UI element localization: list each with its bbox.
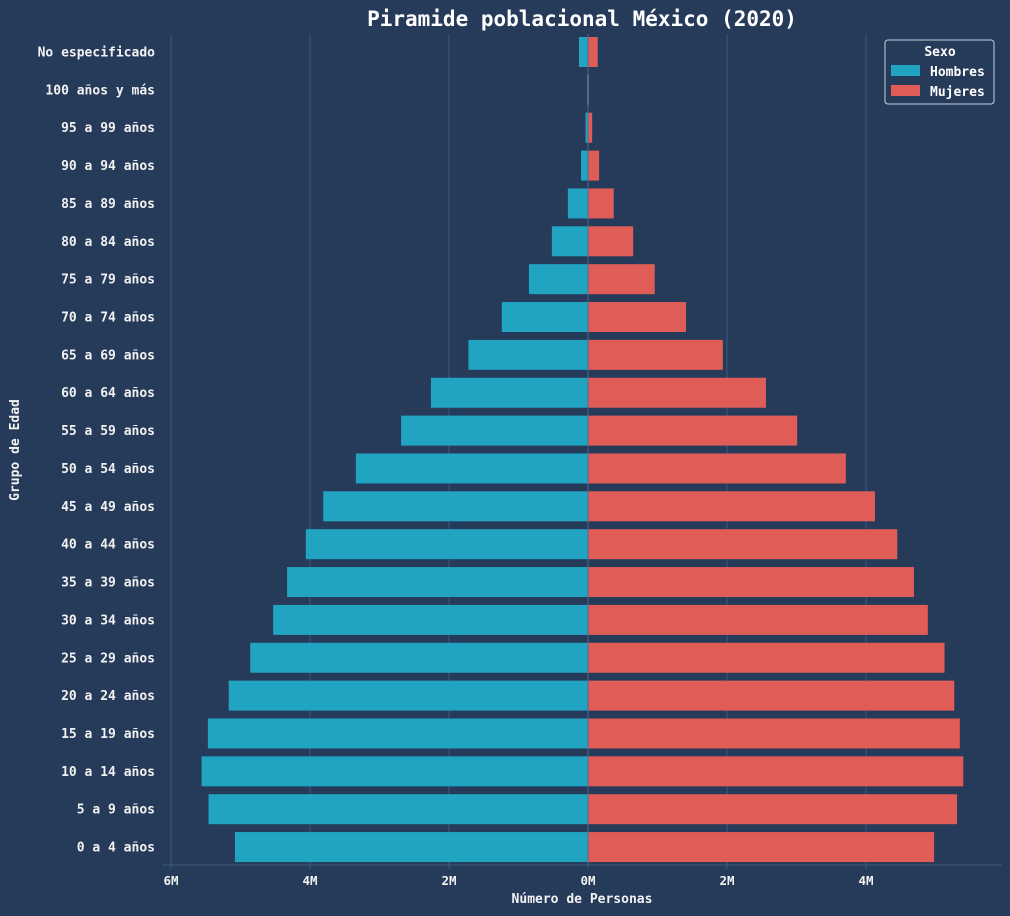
bar-hombres	[305, 529, 588, 560]
bar-mujeres	[588, 377, 766, 408]
y-tick-label: No especificado	[38, 46, 156, 61]
bar-hombres	[581, 150, 588, 181]
bar-mujeres	[588, 794, 958, 825]
chart-title: Piramide poblacional México (2020)	[367, 7, 797, 31]
bar-hombres	[551, 226, 588, 257]
legend-title: Sexo	[924, 45, 955, 60]
bar-hombres	[323, 491, 588, 522]
legend-label-mujeres: Mujeres	[930, 85, 985, 100]
bar-mujeres	[588, 188, 614, 219]
bar-mujeres	[588, 339, 723, 370]
bar-hombres	[234, 832, 588, 863]
bar-mujeres	[588, 453, 846, 484]
x-axis-title: Número de Personas	[512, 892, 653, 907]
x-tick-label: 4M	[858, 873, 873, 888]
y-tick-label: 75 a 79 años	[61, 273, 155, 288]
bar-mujeres	[588, 718, 960, 749]
y-axis-title: Grupo de Edad	[8, 399, 23, 501]
bar-hombres	[578, 37, 588, 67]
y-tick-label: 90 a 94 años	[61, 159, 155, 174]
bar-mujeres	[588, 415, 798, 446]
bar-mujeres	[588, 529, 898, 560]
bar-hombres	[528, 264, 588, 295]
bar-hombres	[250, 642, 589, 673]
bar-hombres	[401, 415, 588, 446]
bar-hombres	[501, 302, 588, 333]
y-tick-label: 0 a 4 años	[77, 841, 155, 856]
bar-mujeres	[588, 491, 876, 522]
legend-swatch-mujeres	[891, 85, 920, 96]
y-tick-label: 35 a 39 años	[61, 576, 155, 591]
bar-mujeres	[588, 37, 598, 67]
x-tick-label: 2M	[441, 873, 456, 888]
y-tick-label: 85 a 89 años	[61, 197, 155, 212]
bar-hombres	[201, 756, 588, 787]
bar-mujeres	[588, 642, 945, 673]
bar-mujeres	[588, 112, 593, 143]
y-tick-label: 100 años y más	[45, 83, 155, 98]
legend: Sexo Hombres Mujeres	[884, 39, 995, 105]
bar-hombres	[287, 567, 588, 598]
y-tick-label: 15 a 19 años	[61, 727, 155, 742]
y-tick-label: 45 a 49 años	[61, 500, 155, 515]
y-axis-tick-labels: No especificado 100 años y más 95 a 99 año…	[38, 46, 156, 856]
y-tick-label: 70 a 74 años	[61, 311, 155, 326]
y-tick-label: 55 a 59 años	[61, 424, 155, 439]
y-tick-label: 5 a 9 años	[77, 803, 155, 818]
bar-hombres	[355, 453, 588, 484]
legend-swatch-hombres	[891, 65, 920, 76]
y-tick-label: 60 a 64 años	[61, 386, 155, 401]
bar-hombres	[585, 112, 588, 143]
bar-mujeres	[588, 567, 914, 598]
bar-hombres	[273, 604, 588, 635]
x-axis-tick-labels: 6M 4M 2M 0M 2M 4M	[163, 865, 874, 888]
bar-mujeres	[588, 226, 634, 257]
y-tick-label: 95 a 99 años	[61, 121, 155, 136]
y-tick-label: 80 a 84 años	[61, 235, 155, 250]
bars	[201, 37, 964, 863]
y-tick-label: 20 a 24 años	[61, 689, 155, 704]
bar-mujeres	[588, 150, 600, 181]
bar-hombres	[567, 188, 588, 219]
x-tick-label: 6M	[163, 873, 178, 888]
x-tick-label: 4M	[302, 873, 317, 888]
bar-mujeres	[588, 604, 928, 635]
bar-mujeres	[588, 302, 686, 333]
bar-mujeres	[588, 680, 955, 711]
bar-mujeres	[588, 832, 935, 863]
y-tick-label: 40 a 44 años	[61, 538, 155, 553]
x-tick-label: 2M	[719, 873, 734, 888]
y-tick-label: 30 a 34 años	[61, 613, 155, 628]
y-tick-label: 50 a 54 años	[61, 462, 155, 477]
bar-hombres	[207, 718, 588, 749]
y-tick-label: 10 a 14 años	[61, 765, 155, 780]
bar-hombres	[228, 680, 588, 711]
bar-hombres	[430, 377, 588, 408]
bar-mujeres	[588, 756, 964, 787]
y-tick-label: 65 a 69 años	[61, 348, 155, 363]
legend-label-hombres: Hombres	[930, 65, 985, 80]
y-tick-label: 25 a 29 años	[61, 651, 155, 666]
bar-hombres	[208, 794, 588, 825]
bar-hombres	[468, 339, 588, 370]
x-tick-label: 0M	[580, 873, 595, 888]
bar-mujeres	[588, 264, 655, 295]
